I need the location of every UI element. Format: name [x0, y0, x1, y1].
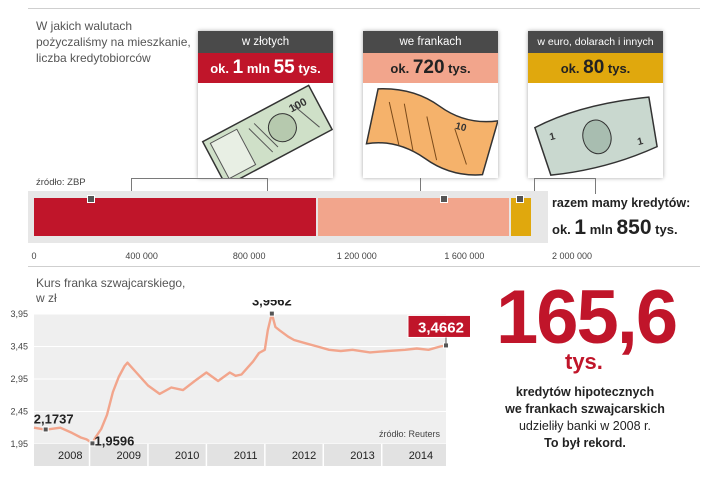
- big-number: 165,6: [496, 275, 678, 360]
- total-label: razem mamy kredytów:: [552, 196, 691, 210]
- leader-marker-3: [516, 195, 525, 203]
- y-tick-label: 3,95: [10, 309, 28, 319]
- card-other-title: w euro, dolarach i innych: [528, 31, 663, 53]
- leader-chf: [420, 178, 431, 193]
- franc-rate-series-line: [33, 312, 447, 445]
- y-tick-label: 2,95: [10, 374, 28, 384]
- card-other-suffix: tys.: [607, 61, 631, 76]
- zloty-banknote-icon: 100: [201, 84, 334, 187]
- x-tick-label: 2013: [350, 450, 374, 462]
- y-tick-label: 3,45: [10, 342, 28, 352]
- annotation-label: 1,9596: [95, 433, 135, 448]
- stacked-bar-panel: [28, 191, 548, 243]
- dollar-banknote-icon: 1 1: [533, 96, 658, 176]
- big-number-unit: tys.: [565, 349, 603, 374]
- card-other-main: 80: [583, 57, 605, 78]
- leader-marker-2: [439, 195, 448, 203]
- annotation-marker: [42, 426, 49, 433]
- x-tick-label: 2010: [175, 450, 199, 462]
- card-other: w euro, dolarach i innych ok. 80 tys. 1 …: [528, 31, 663, 178]
- record-note: kredytów hipotecznych we frankach szwajc…: [470, 384, 700, 452]
- leader-pln: [131, 178, 268, 194]
- middle-divider: [28, 266, 700, 267]
- bar-segment-1: [34, 198, 316, 236]
- x-tick-label: 2014: [409, 450, 433, 462]
- card-chf-title: we frankach: [363, 31, 498, 53]
- total-main: 1: [574, 216, 587, 239]
- card-pln-prefix: ok.: [210, 61, 230, 76]
- svg-text:1: 1: [636, 136, 644, 148]
- annotation-label: 3,9562: [252, 300, 292, 309]
- x-tick-label: 2012: [292, 450, 316, 462]
- note-line-2: we frankach szwajcarskich: [505, 402, 665, 416]
- bar-segment-2: [317, 198, 510, 236]
- total-suffix: tys.: [655, 222, 678, 237]
- intro-text: W jakich walutach pożyczaliśmy na mieszk…: [36, 19, 191, 65]
- x-tick-label: 2008: [58, 450, 82, 462]
- card-pln-unit: mln: [246, 61, 270, 76]
- card-pln-title: w złotych: [198, 31, 333, 53]
- card-pln-value: ok. 1 mln 55 tys.: [198, 53, 333, 83]
- card-pln-main: 1: [232, 57, 244, 78]
- note-line-4: To był rekord.: [544, 436, 626, 450]
- annotation-marker: [89, 440, 96, 447]
- leader-other: [534, 178, 596, 194]
- card-pln-suffix: tys.: [298, 61, 321, 76]
- franc-rate-line-chart: 3,95 3,45 2,95 2,45 1,95 2008 2009 2010 2011 2012…: [10, 300, 470, 466]
- x-axis-band: [34, 444, 446, 466]
- source-reuters: źródło: Reuters: [379, 429, 441, 439]
- card-chf-value: ok. 720 tys.: [363, 53, 498, 83]
- x-tick-label: 2011: [234, 450, 258, 462]
- bar-axis-tick-label: 0: [31, 251, 37, 261]
- total-value: ok. 1 mln 850 tys.: [552, 216, 678, 240]
- franc-banknote-icon: 10: [365, 88, 499, 176]
- card-chf-prefix: ok.: [390, 61, 410, 76]
- bar-axis-tick-label: 800 000: [232, 251, 266, 261]
- note-line-3: udzieliły banki w 2008 r.: [518, 419, 652, 433]
- top-divider: [28, 8, 700, 9]
- leader-marker-1: [86, 195, 95, 203]
- total-unit: mln: [589, 222, 613, 237]
- highlight-label-box: [407, 314, 470, 338]
- bar-axis-tick-label: 1 600 000: [444, 251, 485, 261]
- bar-axis-tick-label: 1 200 000: [336, 251, 377, 261]
- card-chf: we frankach ok. 720 tys. 10: [363, 31, 499, 178]
- x-tick-label: 2009: [116, 450, 140, 462]
- svg-text:10: 10: [454, 121, 468, 134]
- card-chf-main: 720: [412, 57, 445, 78]
- card-other-prefix: ok.: [560, 61, 580, 76]
- bar-axis-tick-label: 2 000 000: [551, 251, 593, 261]
- annotation-label: 3,4662: [418, 319, 464, 336]
- bar-axis-tick-label: 400 000: [125, 251, 158, 261]
- source-zbp: źródło: ZBP: [36, 177, 86, 188]
- svg-text:1: 1: [548, 131, 556, 143]
- y-tick-label: 2,45: [10, 407, 28, 417]
- card-pln-rest: 55: [273, 57, 295, 78]
- total-rest: 850: [616, 216, 652, 239]
- line-chart-title: Kurs franka szwajcarskiego, w zł: [36, 276, 186, 305]
- card-chf-suffix: tys.: [448, 61, 471, 76]
- y-tick-label: 1,95: [10, 439, 28, 449]
- total-prefix: ok.: [552, 222, 571, 237]
- annotation-marker: [268, 310, 275, 317]
- card-other-value: ok. 80 tys.: [528, 53, 663, 83]
- note-line-1: kredytów hipotecznych: [515, 385, 655, 399]
- bar-segment-3: [511, 198, 531, 236]
- card-pln: w złotych ok. 1 mln 55 tys. 100: [198, 31, 334, 187]
- annotation-label: 2,1737: [34, 411, 74, 426]
